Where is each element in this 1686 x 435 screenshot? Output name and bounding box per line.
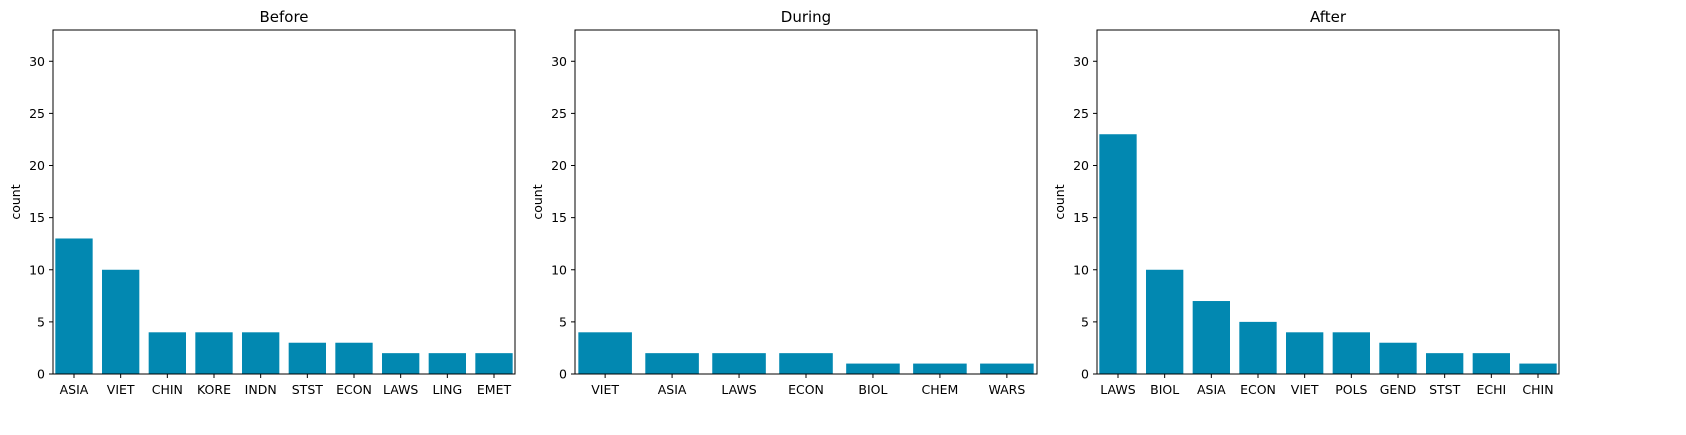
chart-2-xtick-label: POLS xyxy=(1335,382,1367,397)
chart-2-bar-pols xyxy=(1332,332,1370,374)
chart-2-xtick-label: ASIA xyxy=(1197,382,1226,397)
chart-0-xtick-label: CHIN xyxy=(152,382,183,397)
chart-2-axes-frame xyxy=(1096,29,1560,375)
chart-1-ytick-label: 0 xyxy=(559,367,567,382)
chart-0-ytick-label: 15 xyxy=(29,210,45,225)
chart-0-xtick-label: VIET xyxy=(107,382,135,397)
chart-0-xtick-label: ECON xyxy=(336,382,372,397)
chart-2-bar-chin xyxy=(1519,363,1557,374)
chart-1-ylabel: count xyxy=(530,184,545,219)
chart-2-xtick-label: VIET xyxy=(1291,382,1319,397)
chart-2-ytick-label: 10 xyxy=(1073,262,1089,277)
chart-1-xtick-label: CHEM xyxy=(922,382,959,397)
chart-0-xtick-label: STST xyxy=(292,382,324,397)
chart-1-axes-frame xyxy=(574,29,1038,375)
chart-2-bar-laws xyxy=(1099,134,1137,374)
chart-0-bar-chin xyxy=(148,332,186,374)
chart-0-bar-stst xyxy=(288,342,326,374)
chart-1-ytick-label: 15 xyxy=(551,210,567,225)
chart-1-bar-biol xyxy=(846,363,900,374)
chart-0-title: Before xyxy=(259,8,308,26)
chart-1-xtick-label: LAWS xyxy=(721,382,756,397)
chart-2-bar-asia xyxy=(1192,301,1230,374)
chart-2-xtick-label: ECHI xyxy=(1476,382,1506,397)
chart-1-xtick-label: BIOL xyxy=(858,382,887,397)
chart-0-xtick-label: LAWS xyxy=(383,382,418,397)
chart-1-bar-viet xyxy=(578,332,632,374)
chart-2-xtick-label: CHIN xyxy=(1522,382,1553,397)
chart-2-bar-stst xyxy=(1426,353,1464,374)
chart-0-bar-econ xyxy=(335,342,373,374)
chart-0-bar-kore xyxy=(195,332,233,374)
chart-0-xtick-label: INDN xyxy=(245,382,277,397)
chart-2-xtick-label: ECON xyxy=(1240,382,1276,397)
chart-2-bar-echi xyxy=(1472,353,1510,374)
chart-0-bar-asia xyxy=(55,238,93,374)
chart-1-ytick-label: 5 xyxy=(559,314,567,329)
chart-1-ytick-label: 10 xyxy=(551,262,567,277)
chart-2-title: After xyxy=(1310,8,1347,26)
chart-0-ytick-label: 30 xyxy=(29,54,45,69)
chart-0-ylabel: count xyxy=(8,184,23,219)
chart-2-ylabel: count xyxy=(1052,184,1067,219)
chart-1-bar-laws xyxy=(712,353,766,374)
chart-2-ytick-label: 15 xyxy=(1073,210,1089,225)
chart-2-xtick-label: BIOL xyxy=(1150,382,1179,397)
chart-2-ytick-label: 25 xyxy=(1073,106,1089,121)
chart-0-bar-viet xyxy=(102,269,140,374)
chart-0-bar-ling xyxy=(428,353,466,374)
chart-0-xtick-label: ASIA xyxy=(60,382,89,397)
chart-0-bar-emet xyxy=(475,353,513,374)
chart-0-xtick-label: LING xyxy=(432,382,462,397)
chart-1-title: During xyxy=(781,8,831,26)
chart-2-ytick-label: 20 xyxy=(1073,158,1089,173)
chart-0-ytick-label: 20 xyxy=(29,158,45,173)
chart-0-ytick-label: 10 xyxy=(29,262,45,277)
chart-0-axes-frame xyxy=(52,29,516,375)
chart-2-bar-viet xyxy=(1286,332,1324,374)
chart-0-bar-indn xyxy=(242,332,280,374)
chart-1-xtick-label: VIET xyxy=(591,382,619,397)
chart-1-ytick-label: 25 xyxy=(551,106,567,121)
chart-0-xtick-label: KORE xyxy=(197,382,231,397)
chart-2-ytick-label: 30 xyxy=(1073,54,1089,69)
chart-2-bar-biol xyxy=(1146,269,1184,374)
chart-0-ytick-label: 25 xyxy=(29,106,45,121)
chart-2-xtick-label: STST xyxy=(1429,382,1461,397)
chart-1-ytick-label: 30 xyxy=(551,54,567,69)
chart-0-bar-laws xyxy=(382,353,420,374)
chart-1-bar-asia xyxy=(645,353,699,374)
chart-0-xtick-label: EMET xyxy=(477,382,512,397)
chart-1-bar-wars xyxy=(980,363,1034,374)
chart-2-xtick-label: GEND xyxy=(1380,382,1417,397)
chart-1-xtick-label: WARS xyxy=(988,382,1025,397)
chart-2-ytick-label: 5 xyxy=(1081,314,1089,329)
chart-2-ytick-label: 0 xyxy=(1081,367,1089,382)
chart-1-bar-econ xyxy=(779,353,833,374)
chart-1-ytick-label: 20 xyxy=(551,158,567,173)
chart-2-bar-econ xyxy=(1239,321,1277,374)
chart-2-xtick-label: LAWS xyxy=(1100,382,1135,397)
chart-1-bar-chem xyxy=(913,363,967,374)
chart-2-bar-gend xyxy=(1379,342,1417,374)
chart-1-xtick-label: ECON xyxy=(788,382,824,397)
chart-0-ytick-label: 5 xyxy=(37,314,45,329)
chart-0-ytick-label: 0 xyxy=(37,367,45,382)
chart-1-xtick-label: ASIA xyxy=(658,382,687,397)
